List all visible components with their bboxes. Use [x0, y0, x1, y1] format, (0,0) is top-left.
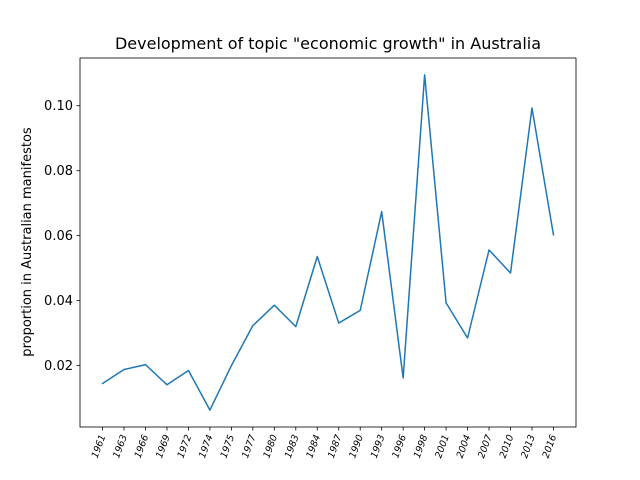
- chart-title: Development of topic "economic growth" i…: [115, 34, 541, 53]
- plot-frame: [79, 57, 577, 428]
- y-tick-label: 0.10: [44, 99, 73, 114]
- y-axis-label: proportion in Australian manifestos: [20, 127, 35, 357]
- y-tick-label: 0.06: [44, 229, 73, 244]
- y-tick-label: 0.04: [44, 294, 73, 309]
- y-tick-label: 0.08: [44, 164, 73, 179]
- series-line-0: [101, 74, 555, 411]
- y-tick-label: 0.02: [44, 359, 73, 374]
